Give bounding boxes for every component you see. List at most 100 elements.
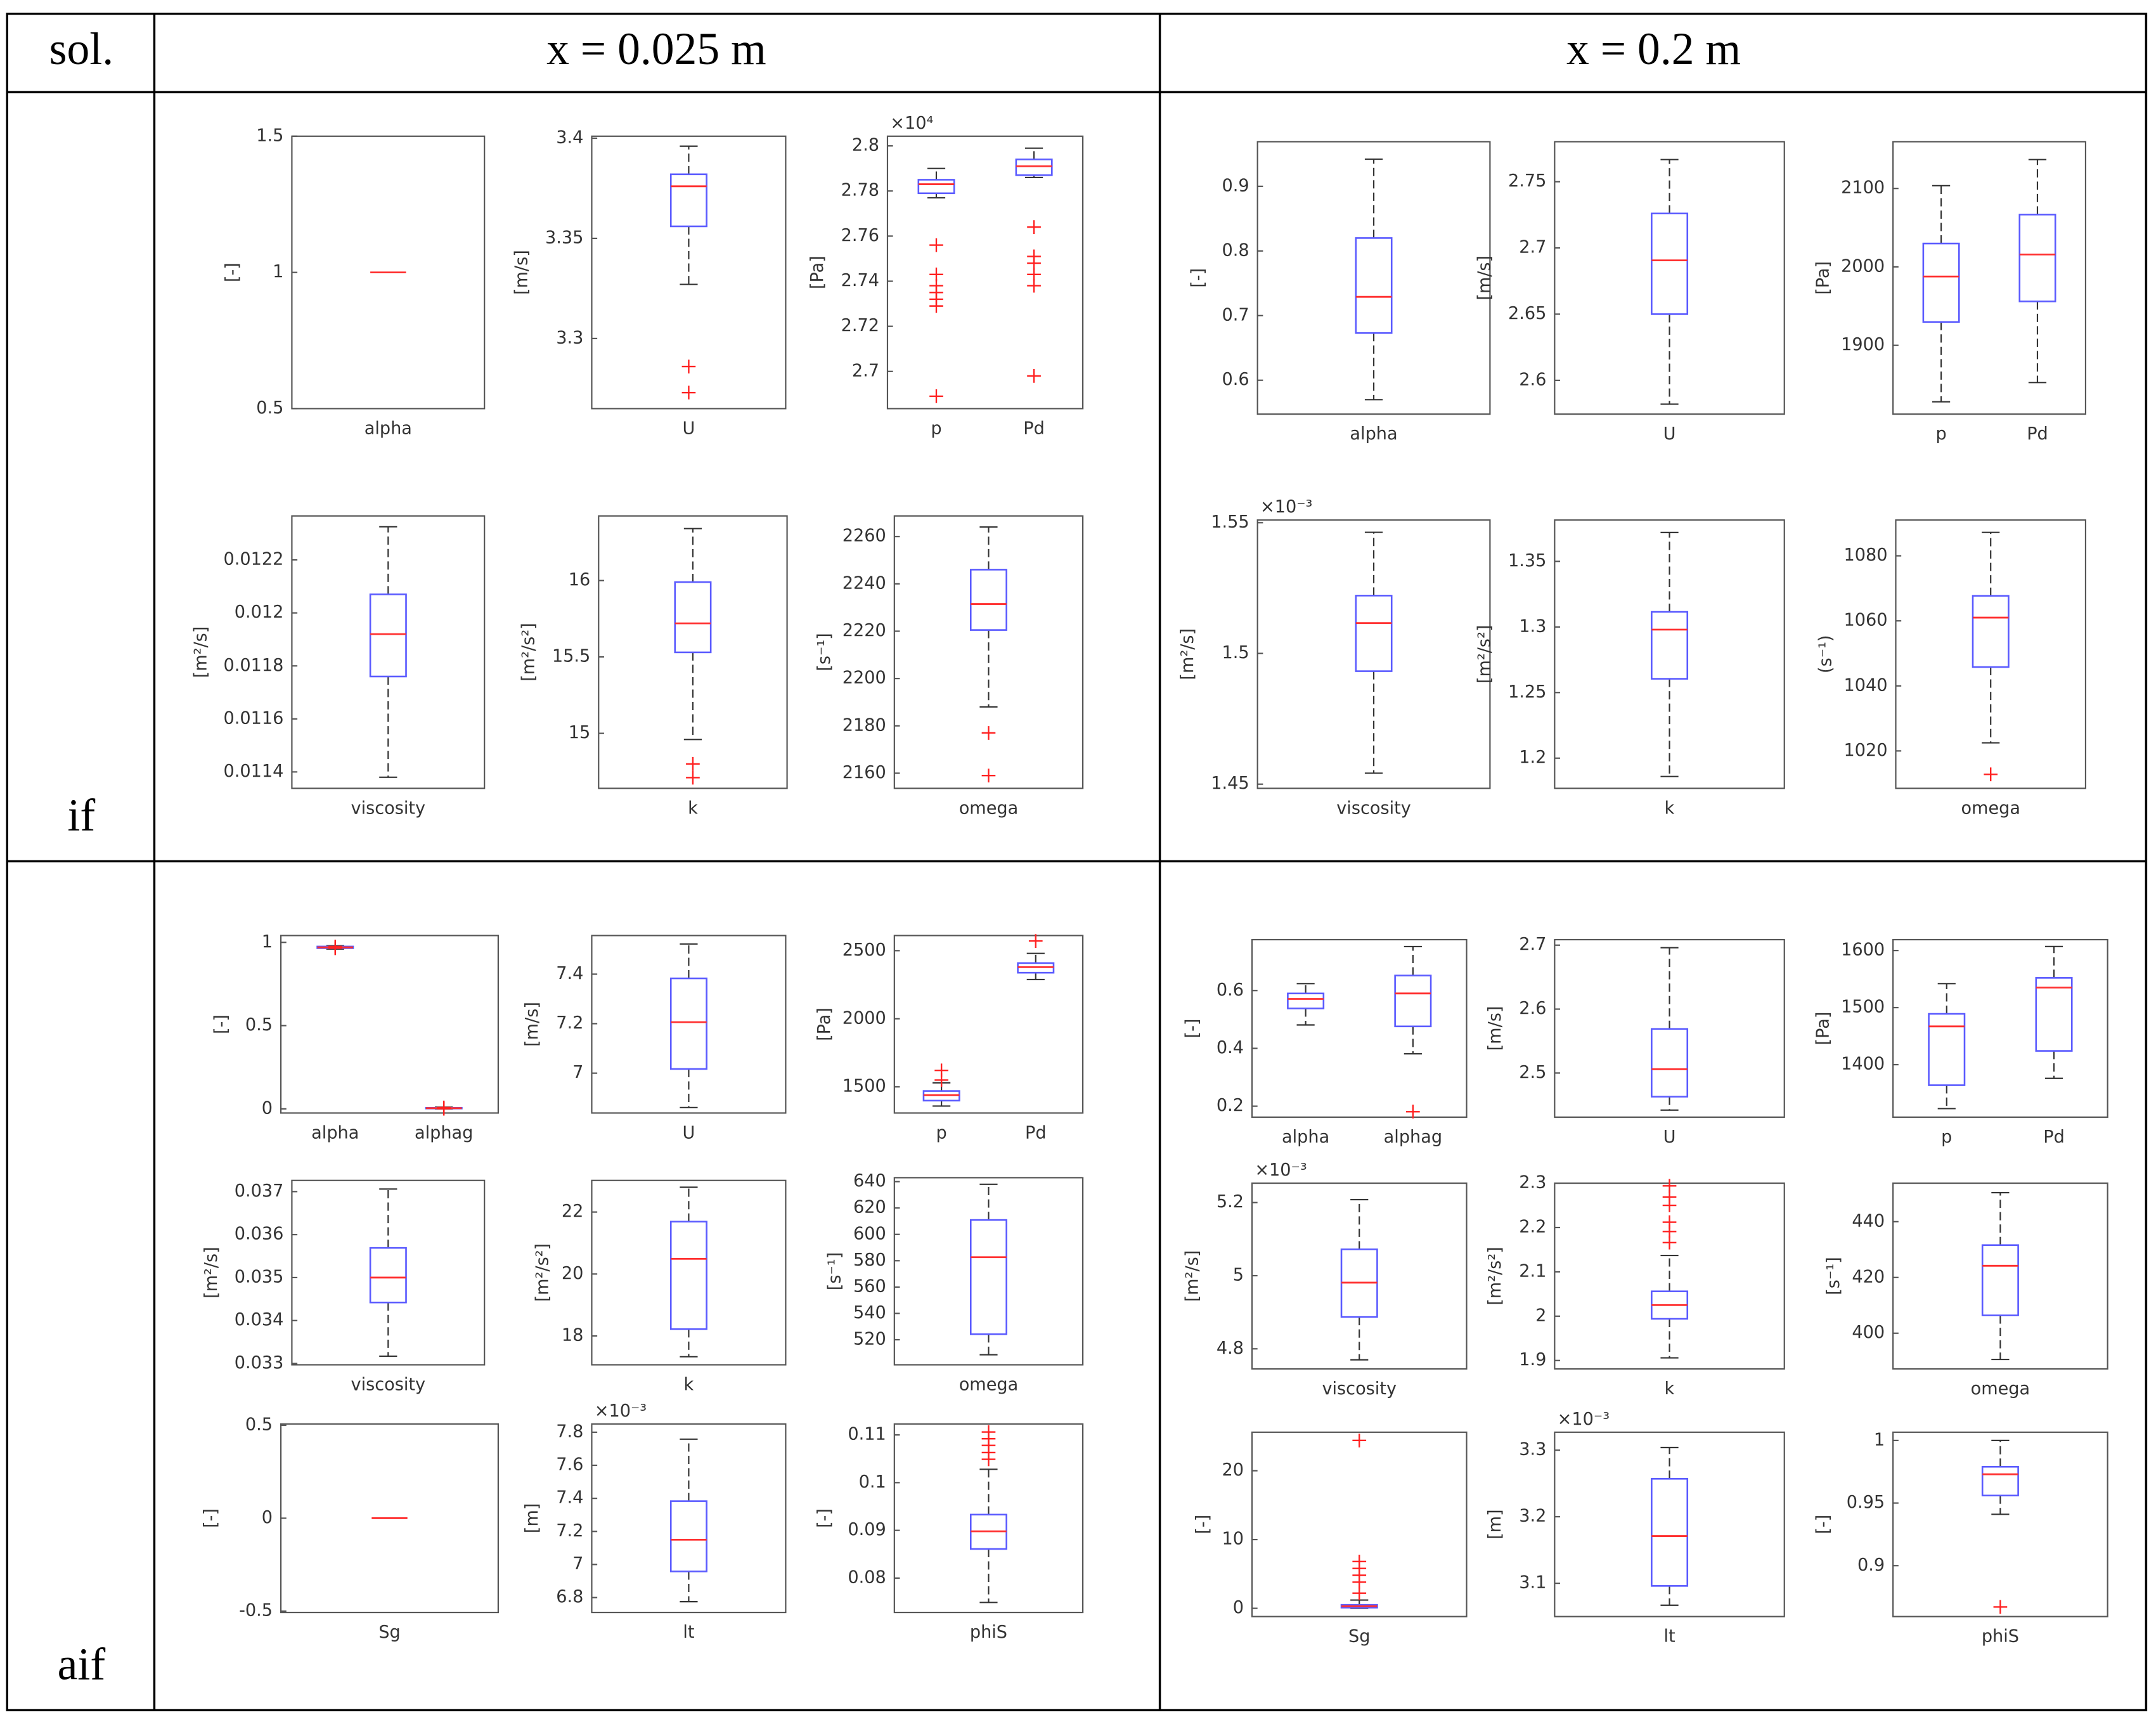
y-axis-label: [s⁻¹] <box>815 633 834 671</box>
x-tick-label: U <box>683 418 695 438</box>
outlier <box>437 1100 451 1115</box>
y-axis-label: [-] <box>201 1508 221 1528</box>
y-tick-label: 440 <box>1852 1211 1885 1231</box>
y-tick-label: 2220 <box>842 621 886 640</box>
y-tick-label: 2.1 <box>1519 1261 1546 1281</box>
x-tick-label: k <box>688 798 698 818</box>
y-tick-label: 1 <box>1874 1430 1885 1449</box>
y-tick-label: 2.7 <box>852 361 879 380</box>
y-tick-label: 2.7 <box>1519 238 1546 257</box>
y-tick-label: 15 <box>569 723 591 742</box>
y-tick-label: 2.65 <box>1508 304 1546 323</box>
y-tick-label: 1.45 <box>1211 774 1249 793</box>
x-tick-label: k <box>684 1375 694 1395</box>
box <box>1355 237 1393 334</box>
outlier <box>981 768 996 783</box>
y-tick-label: 0.0118 <box>224 656 284 675</box>
axes-frame <box>1256 141 1491 415</box>
x-tick-label: p <box>1941 1127 1952 1147</box>
y-axis-label: [m/s] <box>1485 1006 1505 1051</box>
y-tick-label: 5.2 <box>1217 1192 1244 1212</box>
y-axis-label: [Pa] <box>808 256 827 289</box>
outlier <box>1352 1434 1367 1448</box>
x-tick-label: viscosity <box>351 798 426 818</box>
outlier <box>1027 369 1041 383</box>
y-axis-label: [m²/s] <box>191 626 211 678</box>
y-tick-label: 0.036 <box>235 1224 284 1244</box>
y-multiplier: ×10⁻³ <box>1558 1409 1610 1429</box>
y-tick-label: 0.5 <box>245 1015 273 1035</box>
outlier <box>929 389 943 403</box>
y-axis-label: [m²/s²] <box>519 623 538 682</box>
y-tick-label: 2160 <box>842 763 886 782</box>
axes-frame <box>1892 938 2108 1118</box>
y-tick-label: 1040 <box>1843 675 1887 695</box>
y-tick-label: 1.3 <box>1519 616 1546 636</box>
x-tick-label: omega <box>959 1375 1018 1395</box>
box <box>1394 975 1432 1028</box>
y-tick-label: 1500 <box>842 1077 886 1096</box>
axes-frame <box>598 515 788 789</box>
y-tick-label: 2.76 <box>841 226 879 245</box>
y-tick-label: 1.9 <box>1519 1350 1546 1370</box>
box <box>1981 1466 2019 1497</box>
y-tick-label: 20 <box>1222 1460 1243 1480</box>
y-tick-label: 0 <box>1233 1598 1244 1617</box>
y-axis-label: [-] <box>223 262 242 282</box>
y-tick-label: 2.72 <box>841 316 879 335</box>
y-axis-label: [m/s] <box>522 1002 542 1047</box>
y-tick-label: 2500 <box>842 940 886 960</box>
y-tick-label: 16 <box>569 570 591 590</box>
y-tick-label: 0.0116 <box>224 708 284 728</box>
y-axis-label: [s⁻¹] <box>1824 1257 1843 1295</box>
y-tick-label: 2.3 <box>1519 1173 1546 1193</box>
box <box>969 1219 1007 1335</box>
outlier <box>1662 1235 1677 1250</box>
y-tick-label: 3.3 <box>1519 1440 1546 1460</box>
axes-frame <box>886 135 1084 410</box>
header-cell: sol. <box>49 24 113 74</box>
x-tick-label: Sg <box>378 1623 400 1642</box>
outlier <box>681 386 696 400</box>
y-tick-label: 1 <box>273 262 283 282</box>
box <box>669 1221 707 1330</box>
y-tick-label: 1.5 <box>256 126 283 145</box>
x-tick-label: Pd <box>2043 1127 2065 1147</box>
y-axis-label: [m²/s] <box>1183 1250 1203 1302</box>
box <box>1928 1013 1966 1086</box>
y-tick-label: 10 <box>1222 1529 1243 1549</box>
y-tick-label: 2.6 <box>1519 370 1546 389</box>
y-multiplier: ×10⁻³ <box>595 1401 647 1421</box>
box <box>1922 242 1960 323</box>
box <box>2035 977 2073 1052</box>
y-tick-label: 0.0122 <box>224 550 284 569</box>
y-tick-label: 0.4 <box>1217 1038 1244 1058</box>
y-tick-label: 2.5 <box>1519 1063 1546 1082</box>
box <box>969 569 1007 631</box>
y-multiplier: ×10⁴ <box>890 113 933 133</box>
box <box>674 581 712 654</box>
y-axis-label: [m/s] <box>1475 256 1494 301</box>
axes-frame <box>1256 519 1491 789</box>
box <box>669 977 707 1070</box>
y-tick-label: 0.033 <box>235 1353 284 1373</box>
y-tick-label: 1500 <box>1841 997 1885 1017</box>
y-tick-label: 0.1 <box>859 1472 886 1492</box>
y-tick-label: 0.0114 <box>224 761 284 781</box>
y-axis-label: [m] <box>522 1503 542 1534</box>
y-tick-label: 6.8 <box>556 1587 583 1607</box>
y-tick-label: 3.35 <box>545 228 583 247</box>
header-cell: x = 0.2 m <box>1566 24 1741 74</box>
y-axis-label: [-] <box>1813 1515 1833 1534</box>
outlier <box>1984 767 1998 782</box>
axes-frame <box>1895 519 2087 789</box>
y-tick-label: 22 <box>562 1202 584 1221</box>
box <box>1972 595 2010 668</box>
x-tick-label: alphag <box>415 1123 473 1143</box>
y-tick-label: 0.8 <box>1222 240 1249 260</box>
y-tick-label: 3.1 <box>1519 1573 1546 1593</box>
x-tick-label: omega <box>1971 1379 2030 1399</box>
box <box>669 173 707 228</box>
axes-frame <box>1554 141 1785 415</box>
y-tick-label: 1.55 <box>1211 512 1249 532</box>
